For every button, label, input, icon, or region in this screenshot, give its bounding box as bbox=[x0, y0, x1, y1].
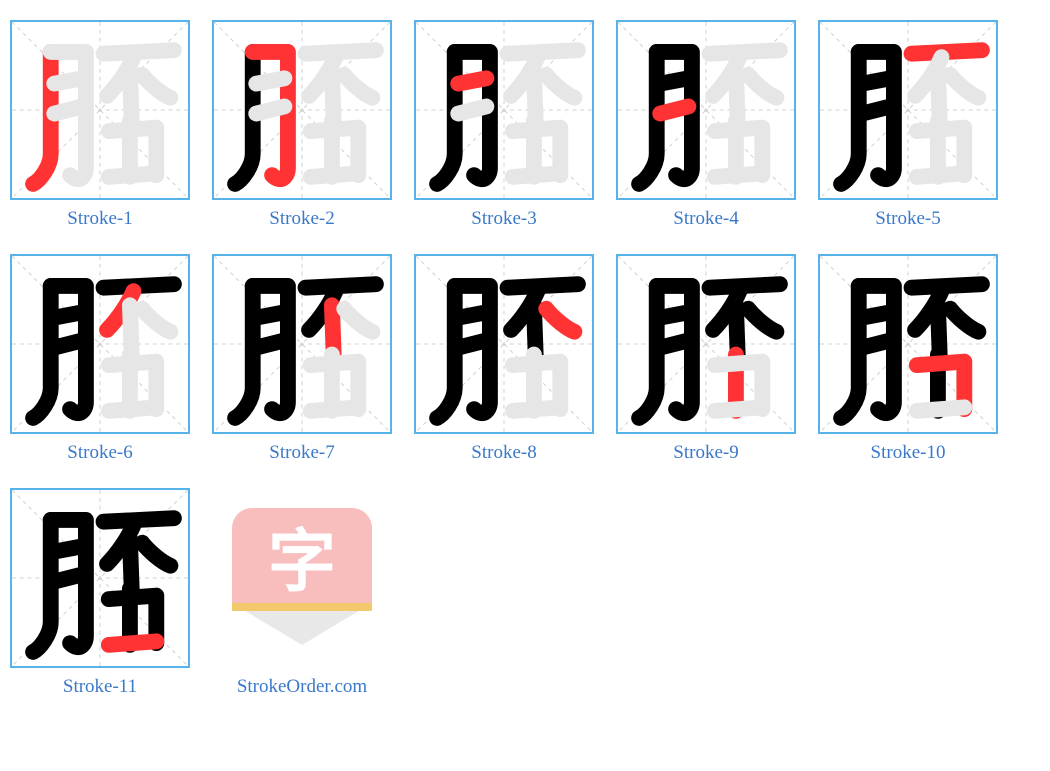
stroke-step: Stroke-7 bbox=[212, 254, 392, 464]
stroke-caption: Stroke-10 bbox=[871, 442, 946, 464]
stroke-tile bbox=[818, 254, 998, 434]
stroke-tile bbox=[414, 20, 594, 200]
stroke-caption: Stroke-3 bbox=[471, 208, 536, 230]
stroke-step: Stroke-2 bbox=[212, 20, 392, 230]
stroke-caption: Stroke-6 bbox=[67, 442, 132, 464]
stroke-caption: Stroke-5 bbox=[875, 208, 940, 230]
stroke-caption: Stroke-1 bbox=[67, 208, 132, 230]
stroke-step: Stroke-1 bbox=[10, 20, 190, 230]
stroke-tile bbox=[212, 20, 392, 200]
stroke-step: Stroke-9 bbox=[616, 254, 796, 464]
stroke-caption: Stroke-9 bbox=[673, 442, 738, 464]
stroke-caption: Stroke-11 bbox=[63, 676, 137, 698]
site-logo: 字 bbox=[212, 488, 392, 668]
stroke-tile bbox=[10, 488, 190, 668]
stroke-caption: Stroke-2 bbox=[269, 208, 334, 230]
stroke-tile bbox=[616, 254, 796, 434]
stroke-step: Stroke-10 bbox=[818, 254, 998, 464]
site-logo-cell: 字 StrokeOrder.com bbox=[212, 488, 392, 698]
stroke-tile bbox=[212, 254, 392, 434]
stroke-tile bbox=[10, 20, 190, 200]
stroke-caption: Stroke-4 bbox=[673, 208, 738, 230]
stroke-caption: Stroke-8 bbox=[471, 442, 536, 464]
site-label: StrokeOrder.com bbox=[237, 676, 367, 698]
stroke-order-grid: Stroke-1 Stroke-2 Stroke-3 Stroke-4 Stroke-5… bbox=[10, 20, 1040, 698]
stroke-tile bbox=[414, 254, 594, 434]
stroke-step: Stroke-5 bbox=[818, 20, 998, 230]
logo-glyph: 字 bbox=[268, 506, 336, 605]
stroke-tile bbox=[616, 20, 796, 200]
stroke-tile bbox=[818, 20, 998, 200]
stroke-step: Stroke-3 bbox=[414, 20, 594, 230]
stroke-caption: Stroke-7 bbox=[269, 442, 334, 464]
stroke-tile bbox=[10, 254, 190, 434]
stroke-step: Stroke-8 bbox=[414, 254, 594, 464]
stroke-step: Stroke-4 bbox=[616, 20, 796, 230]
stroke-step: Stroke-11 bbox=[10, 488, 190, 698]
stroke-step: Stroke-6 bbox=[10, 254, 190, 464]
